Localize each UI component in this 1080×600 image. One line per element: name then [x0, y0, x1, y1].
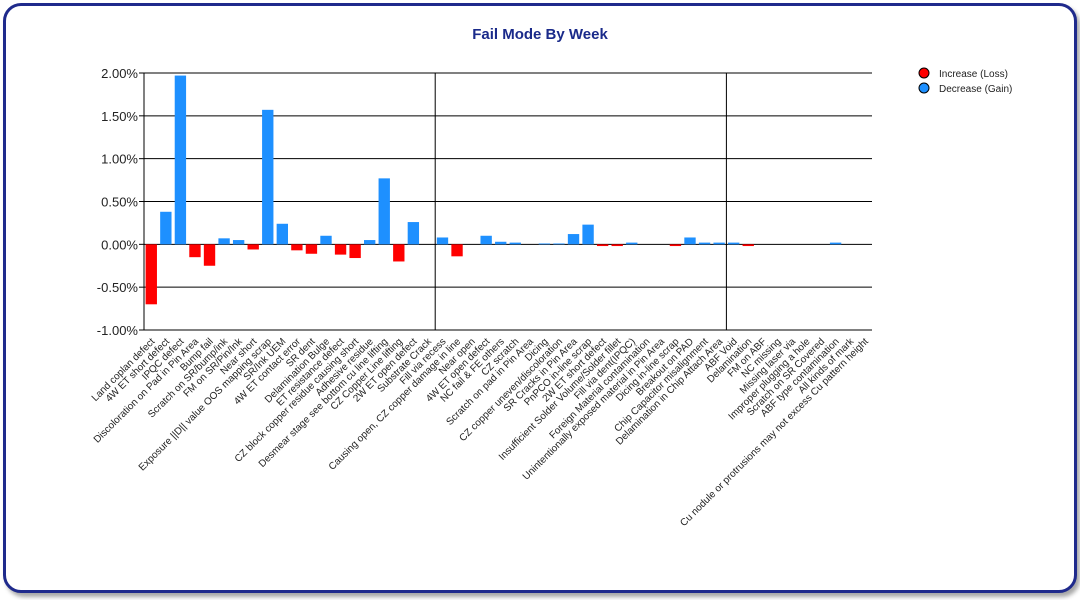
bars-group: [145, 75, 842, 305]
bar-gain: [276, 223, 288, 245]
y-axis-ticks: 2.00% 1.50% 1.00% 0.50% 0.00% -0.50% -1.00%: [97, 66, 139, 338]
y-tick-label: 1.00%: [101, 152, 138, 167]
bar-loss: [203, 244, 216, 266]
y-tick-label: -0.50%: [97, 280, 139, 295]
bar-loss: [349, 244, 361, 259]
bar-gain: [626, 242, 638, 245]
legend-marker: [918, 82, 930, 94]
bar-gain: [509, 242, 521, 245]
bar-gain: [567, 234, 580, 245]
bar-gain: [262, 109, 274, 245]
bar-loss: [305, 244, 318, 254]
bar-gain: [174, 75, 187, 245]
legend-label: Decrease (Gain): [939, 84, 1012, 95]
bar-gain: [160, 211, 172, 245]
bar-gain: [436, 237, 449, 245]
bar-loss: [247, 244, 259, 250]
legend: Increase (Loss) Decrease (Gain): [918, 67, 1012, 95]
bar-gain: [728, 242, 740, 245]
bar-loss: [393, 244, 405, 262]
bar-gain: [364, 240, 376, 245]
bar-gain: [538, 243, 551, 245]
y-tick-label: -1.00%: [97, 323, 139, 338]
y-tick-label: 2.00%: [101, 66, 138, 81]
bar-loss: [611, 244, 623, 247]
bar-gain: [713, 242, 725, 245]
bar-loss: [451, 244, 463, 257]
gridlines: [139, 72, 872, 331]
legend-marker: [918, 67, 930, 79]
bar-gain: [582, 224, 594, 245]
bar-loss: [742, 244, 754, 247]
bar-gain: [407, 222, 420, 245]
bar-loss: [189, 244, 201, 258]
bar-loss: [145, 244, 157, 305]
y-tick-label: 0.50%: [101, 195, 138, 210]
chart-title: Fail Mode By Week: [472, 26, 608, 43]
bar-gain: [378, 178, 390, 245]
bar-gain: [698, 242, 711, 245]
bar-gain: [829, 242, 842, 245]
bar-gain: [232, 240, 245, 245]
week-dividers: [434, 73, 727, 330]
bar-loss: [291, 244, 303, 251]
bar-loss: [334, 244, 347, 255]
bar-loss: [596, 244, 609, 247]
bar-gain: [480, 235, 492, 245]
bar-gain: [553, 243, 565, 245]
bar-gain: [320, 235, 332, 245]
bar-loss: [669, 244, 682, 247]
legend-label: Increase (Loss): [939, 69, 1008, 80]
y-tick-label: 0.00%: [101, 237, 138, 252]
bar-gain: [495, 241, 507, 245]
bar-gain: [684, 237, 696, 245]
y-tick-label: 1.50%: [101, 109, 138, 124]
bar-gain: [218, 238, 230, 245]
